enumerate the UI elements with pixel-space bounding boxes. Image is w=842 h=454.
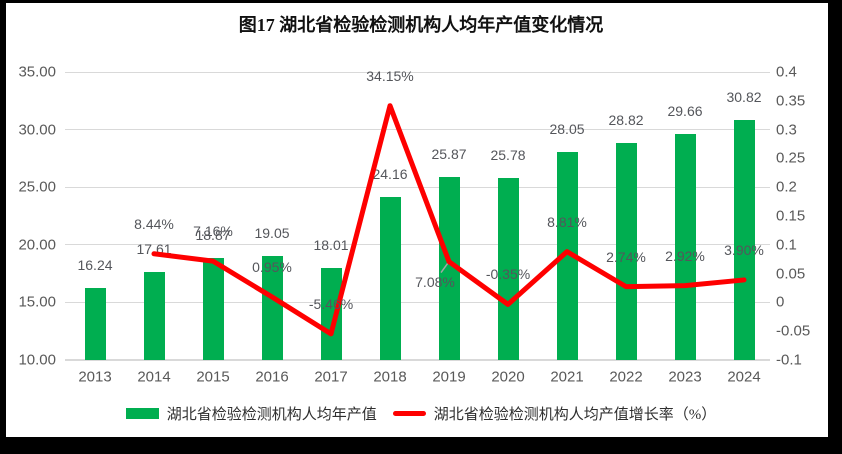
bar-label-2015: 18.87 [195, 226, 231, 243]
growth-label-2015: 7.16% [193, 223, 233, 240]
legend-line-label: 湖北省检验检测机构人均产值增长率（%） [433, 407, 717, 423]
right-axis-tick: -0.05 [776, 322, 811, 340]
x-axis-label-2017: 2017 [314, 368, 348, 386]
bar-label-2024: 30.82 [726, 89, 762, 106]
bar-2023 [674, 133, 696, 360]
x-axis-label-2016: 2016 [255, 368, 289, 386]
right-axis-tick: 0.15 [776, 207, 806, 225]
growth-label-2016: 0.95% [252, 258, 292, 275]
x-axis-label-2024: 2024 [727, 368, 761, 386]
bar-2020 [497, 178, 519, 360]
bar-2022 [615, 143, 637, 360]
bar-label-2019: 25.87 [431, 146, 467, 163]
bar-label-2020: 25.78 [490, 147, 526, 164]
x-axis-label-2013: 2013 [78, 368, 112, 386]
left-axis-tick: 15.00 [18, 293, 56, 311]
right-axis-tick: 0.05 [776, 265, 806, 283]
bar-label-2022: 28.82 [608, 112, 644, 129]
bar-2021 [556, 152, 578, 360]
growth-label-2019: 7.08% [415, 273, 455, 290]
right-axis-tick: 0.1 [776, 236, 797, 254]
left-axis-tick: 20.00 [18, 236, 56, 254]
right-axis-tick: 0.3 [776, 121, 797, 139]
growth-line [151, 103, 747, 337]
legend-bar-label: 湖北省检验检测机构人均年产值 [166, 407, 377, 423]
right-axis-tick: -0.1 [776, 351, 802, 369]
gridline [65, 186, 770, 188]
bar-2015 [202, 257, 224, 360]
bar-label-2016: 19.05 [254, 224, 290, 241]
bar-label-2017: 18.01 [313, 236, 349, 253]
bar-2016 [261, 255, 283, 360]
x-axis-label-2020: 2020 [491, 368, 525, 386]
bar-2017 [320, 267, 342, 360]
gridline [65, 301, 770, 303]
right-axis-tick: 0.35 [776, 92, 806, 110]
legend-line-swatch-icon [392, 411, 426, 416]
right-axis-tick: 0 [776, 293, 785, 311]
growth-label-2017: -5.46% [308, 295, 354, 312]
bar-label-2021: 28.05 [549, 121, 585, 138]
bar-label-2018: 24.16 [372, 165, 408, 182]
x-axis-label-2022: 2022 [609, 368, 643, 386]
gridline [65, 244, 770, 246]
growth-label-2023: 2.92% [665, 247, 705, 264]
right-axis-tick: 0.25 [776, 149, 806, 167]
legend-bar-swatch-icon [125, 408, 159, 419]
x-axis-label-2019: 2019 [432, 368, 466, 386]
gridline [65, 359, 770, 361]
bar-2014 [143, 272, 165, 360]
x-axis-label-2015: 2015 [196, 368, 230, 386]
left-axis-tick: 35.00 [18, 63, 56, 81]
growth-label-2021: 8.81% [547, 213, 587, 230]
bar-label-2023: 29.66 [667, 102, 703, 119]
bar-label-2013: 16.24 [77, 257, 113, 274]
x-axis-label-2018: 2018 [373, 368, 407, 386]
bar-2013 [84, 288, 106, 360]
bar-2024 [733, 120, 755, 360]
left-axis-tick: 30.00 [18, 121, 56, 139]
growth-label-2014: 8.44% [134, 215, 174, 232]
growth-label-2022: 2.74% [606, 248, 646, 265]
gridline [65, 129, 770, 131]
chart-title: 图17 湖北省检验检测机构人均年产值变化情况 [238, 15, 604, 35]
gridline [65, 71, 770, 73]
growth-label-2020: -0.35% [485, 266, 531, 283]
right-axis-tick: 0.4 [776, 63, 797, 81]
x-axis-label-2021: 2021 [550, 368, 584, 386]
growth-label-2018: 34.15% [366, 67, 414, 84]
right-axis-tick: 0.2 [776, 178, 797, 196]
left-axis-tick: 10.00 [18, 351, 56, 369]
left-axis-tick: 25.00 [18, 178, 56, 196]
bar-2018 [379, 196, 401, 360]
growth-label-2024: 3.90% [724, 241, 764, 258]
bar-2019 [438, 177, 460, 360]
x-axis-label-2014: 2014 [137, 368, 171, 386]
legend: 湖北省检验检测机构人均年产值 湖北省检验检测机构人均产值增长率（%） [0, 403, 842, 424]
x-axis-label-2023: 2023 [668, 368, 702, 386]
